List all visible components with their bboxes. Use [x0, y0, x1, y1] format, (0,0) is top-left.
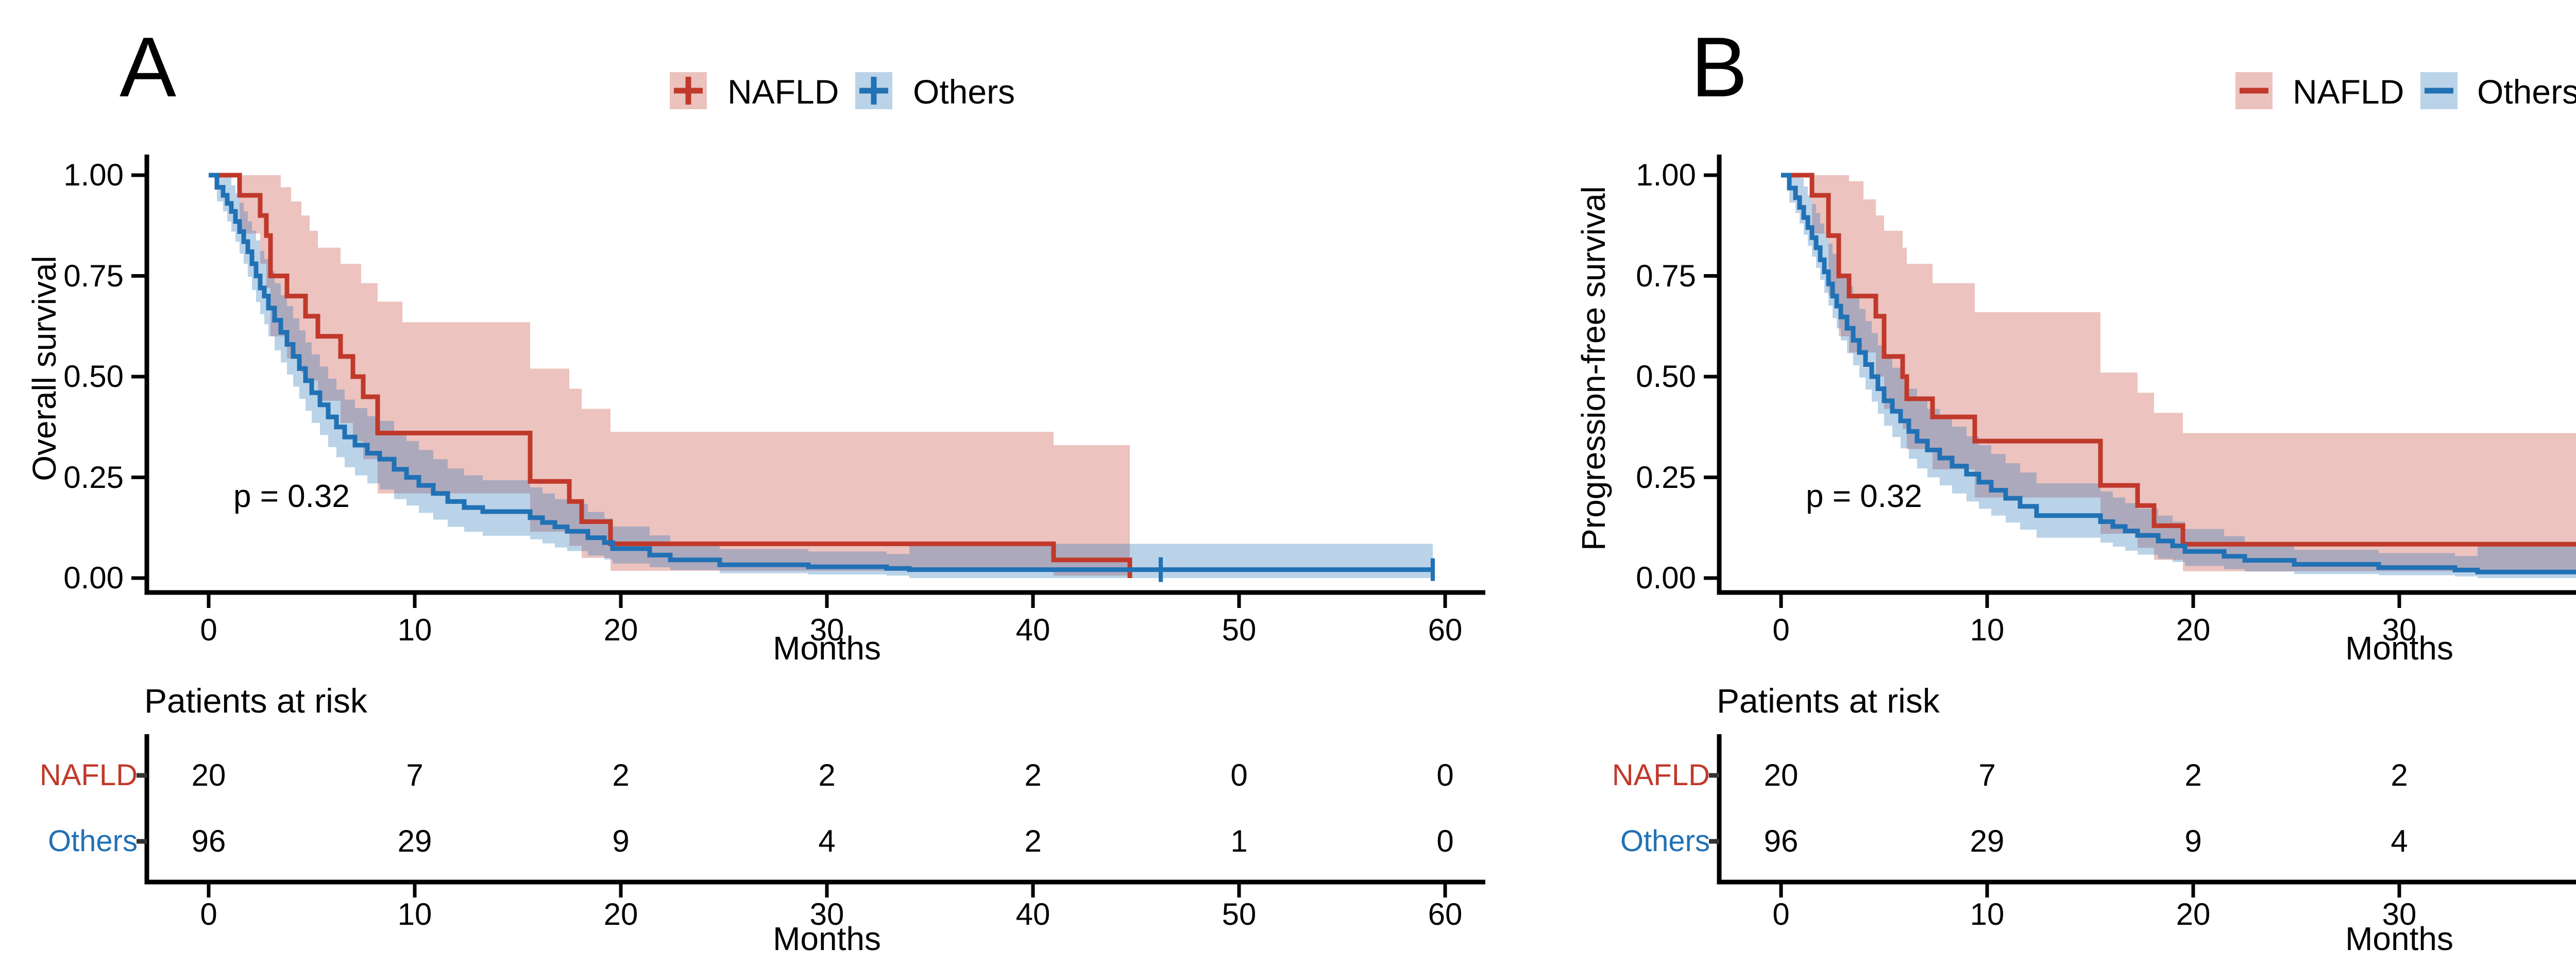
risk-x-axis-title: Months: [773, 920, 881, 957]
risk-count: 9: [2184, 824, 2202, 858]
risk-row-label-others: Others: [47, 824, 138, 858]
x-tick-label: 10: [397, 613, 432, 647]
x-tick-label: 50: [1222, 613, 1257, 647]
y-tick-label: 1.00: [63, 158, 124, 192]
risk-count: 2: [1024, 824, 1042, 858]
x-axis-title: Months: [2345, 630, 2453, 667]
risk-x-tick-label: 30: [2382, 897, 2417, 932]
x-tick-label: 30: [2382, 613, 2417, 647]
risk-count: 2: [1024, 758, 1042, 792]
legend-label-others: Others: [913, 73, 1015, 111]
km-curve-nafld: [1781, 173, 2576, 547]
km-plot-svg-a: [131, 72, 1485, 898]
y-tick-label: 1.00: [1636, 158, 1696, 192]
risk-count: 0: [1436, 758, 1454, 792]
risk-x-tick-label: 30: [809, 897, 844, 932]
x-tick-label: 40: [1015, 613, 1050, 647]
risk-x-tick-label: 10: [397, 897, 432, 932]
risk-table-title: Patients at risk: [1717, 682, 1940, 720]
risk-count: 7: [1978, 758, 1996, 792]
risk-row-label-others: Others: [1620, 824, 1710, 858]
risk-count: 2: [818, 758, 836, 792]
panel-letter: B: [1691, 20, 1748, 114]
x-tick-label: 0: [1772, 613, 1790, 647]
y-tick-label: 0.75: [63, 258, 124, 293]
risk-x-axis-title: Months: [2345, 920, 2453, 957]
risk-x-tick-label: 60: [1428, 897, 1463, 932]
risk-count: 96: [1764, 824, 1799, 858]
risk-count: 29: [397, 824, 432, 858]
y-tick-label: 0.50: [63, 359, 124, 394]
km-plot-svg-b: [1704, 72, 2576, 898]
ci-band-nafld: [209, 175, 1130, 576]
panel-progression-free-survival: B NAFLD Others Progression-free survival…: [1546, 0, 2576, 965]
risk-x-tick-label: 10: [1970, 897, 2005, 932]
x-tick-label: 20: [2176, 613, 2211, 647]
legend-label-others: Others: [2477, 73, 2576, 111]
risk-count: 1: [1230, 824, 1248, 858]
x-tick-label: 0: [200, 613, 217, 647]
y-tick-label: 0.50: [1636, 359, 1696, 394]
risk-count: 2: [612, 758, 630, 792]
panel-overall-survival: A NAFLD Others Overall survival p = 0.32…: [26, 20, 1485, 957]
risk-count: 4: [2391, 824, 2408, 858]
x-tick-label: 30: [809, 613, 844, 647]
risk-count: 2: [2391, 758, 2408, 792]
risk-x-tick-label: 50: [1222, 897, 1257, 932]
p-value-annotation: p = 0.32: [233, 479, 350, 514]
risk-count: 7: [406, 758, 423, 792]
risk-count: 20: [191, 758, 226, 792]
panel-letter: A: [120, 20, 177, 114]
km-curve-others: [209, 173, 1433, 572]
risk-count: 0: [1230, 758, 1248, 792]
x-tick-label: 10: [1970, 613, 2005, 647]
y-tick-label: 0.75: [1636, 258, 1696, 293]
risk-x-tick-label: 40: [1015, 897, 1050, 932]
x-axis-title: Months: [773, 630, 881, 667]
risk-count: 20: [1764, 758, 1799, 792]
p-value-annotation: p = 0.32: [1806, 479, 1922, 514]
risk-count: 0: [1436, 824, 1454, 858]
risk-count: 4: [818, 824, 836, 858]
x-tick-label: 20: [603, 613, 638, 647]
x-tick-label: 60: [1428, 613, 1463, 647]
y-tick-label: 0.00: [63, 561, 124, 595]
risk-x-tick-label: 20: [603, 897, 638, 932]
y-tick-label: 0.00: [1636, 561, 1696, 595]
legend-label-nafld: NAFLD: [2293, 73, 2404, 111]
y-tick-label: 0.25: [63, 460, 124, 495]
risk-x-tick-label: 0: [200, 897, 217, 932]
km-curve-nafld: [209, 173, 1132, 578]
risk-x-tick-label: 0: [1772, 897, 1790, 932]
legend-label-nafld: NAFLD: [727, 73, 839, 111]
risk-row-label-nafld: NAFLD: [1612, 758, 1710, 792]
risk-row-label-nafld: NAFLD: [39, 758, 138, 792]
risk-count: 96: [191, 824, 226, 858]
km-curve-others: [1781, 173, 2576, 574]
risk-count: 2: [2184, 758, 2202, 792]
risk-count: 9: [612, 824, 630, 858]
y-tick-label: 0.25: [1636, 460, 1696, 495]
risk-table-title: Patients at risk: [144, 682, 367, 720]
risk-count: 29: [1970, 824, 2005, 858]
risk-x-tick-label: 20: [2176, 897, 2211, 932]
